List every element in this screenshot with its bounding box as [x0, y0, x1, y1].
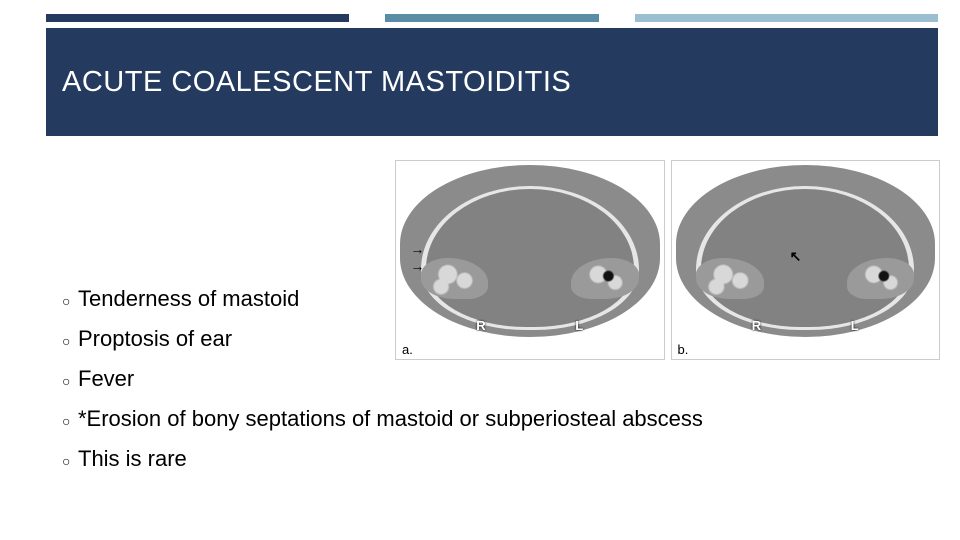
bullet-text: *Erosion of bony septations of mastoid o… [78, 406, 703, 432]
bullet-text: This is rare [78, 446, 187, 472]
bullet-icon: ○ [62, 293, 78, 309]
accent-segment-dark [46, 14, 349, 22]
ct-meta-text: 120kV SL 2 SW [880, 169, 929, 177]
bullet-text: Proptosis of ear [78, 326, 232, 352]
accent-segment-light [635, 14, 938, 22]
arrow-icon: → [410, 241, 424, 257]
bullet-icon: ○ [62, 453, 78, 469]
list-item: ○ Proptosis of ear [62, 326, 922, 352]
accent-segment-mid [385, 14, 599, 22]
accent-gap [349, 14, 385, 22]
bullet-text: Tenderness of mastoid [78, 286, 299, 312]
accent-bar [46, 14, 938, 22]
slide-title: ACUTE COALESCENT MASTOIDITIS [62, 66, 571, 99]
bullet-icon: ○ [62, 333, 78, 349]
bullet-list: ○ Tenderness of mastoid ○ Proptosis of e… [62, 286, 922, 486]
arrow-icon: ↖ [790, 248, 802, 265]
list-item: ○ *Erosion of bony septations of mastoid… [62, 406, 922, 432]
ct-meta-text: 120kV SL 2 SW [604, 169, 653, 177]
list-item: ○ Fever [62, 366, 922, 392]
bullet-icon: ○ [62, 413, 78, 429]
arrow-icon: → [410, 258, 424, 274]
accent-gap [599, 14, 635, 22]
list-item: ○ This is rare [62, 446, 922, 472]
title-band: ACUTE COALESCENT MASTOIDITIS [46, 28, 938, 136]
bullet-icon: ○ [62, 373, 78, 389]
bullet-text: Fever [78, 366, 134, 392]
list-item: ○ Tenderness of mastoid [62, 286, 922, 312]
